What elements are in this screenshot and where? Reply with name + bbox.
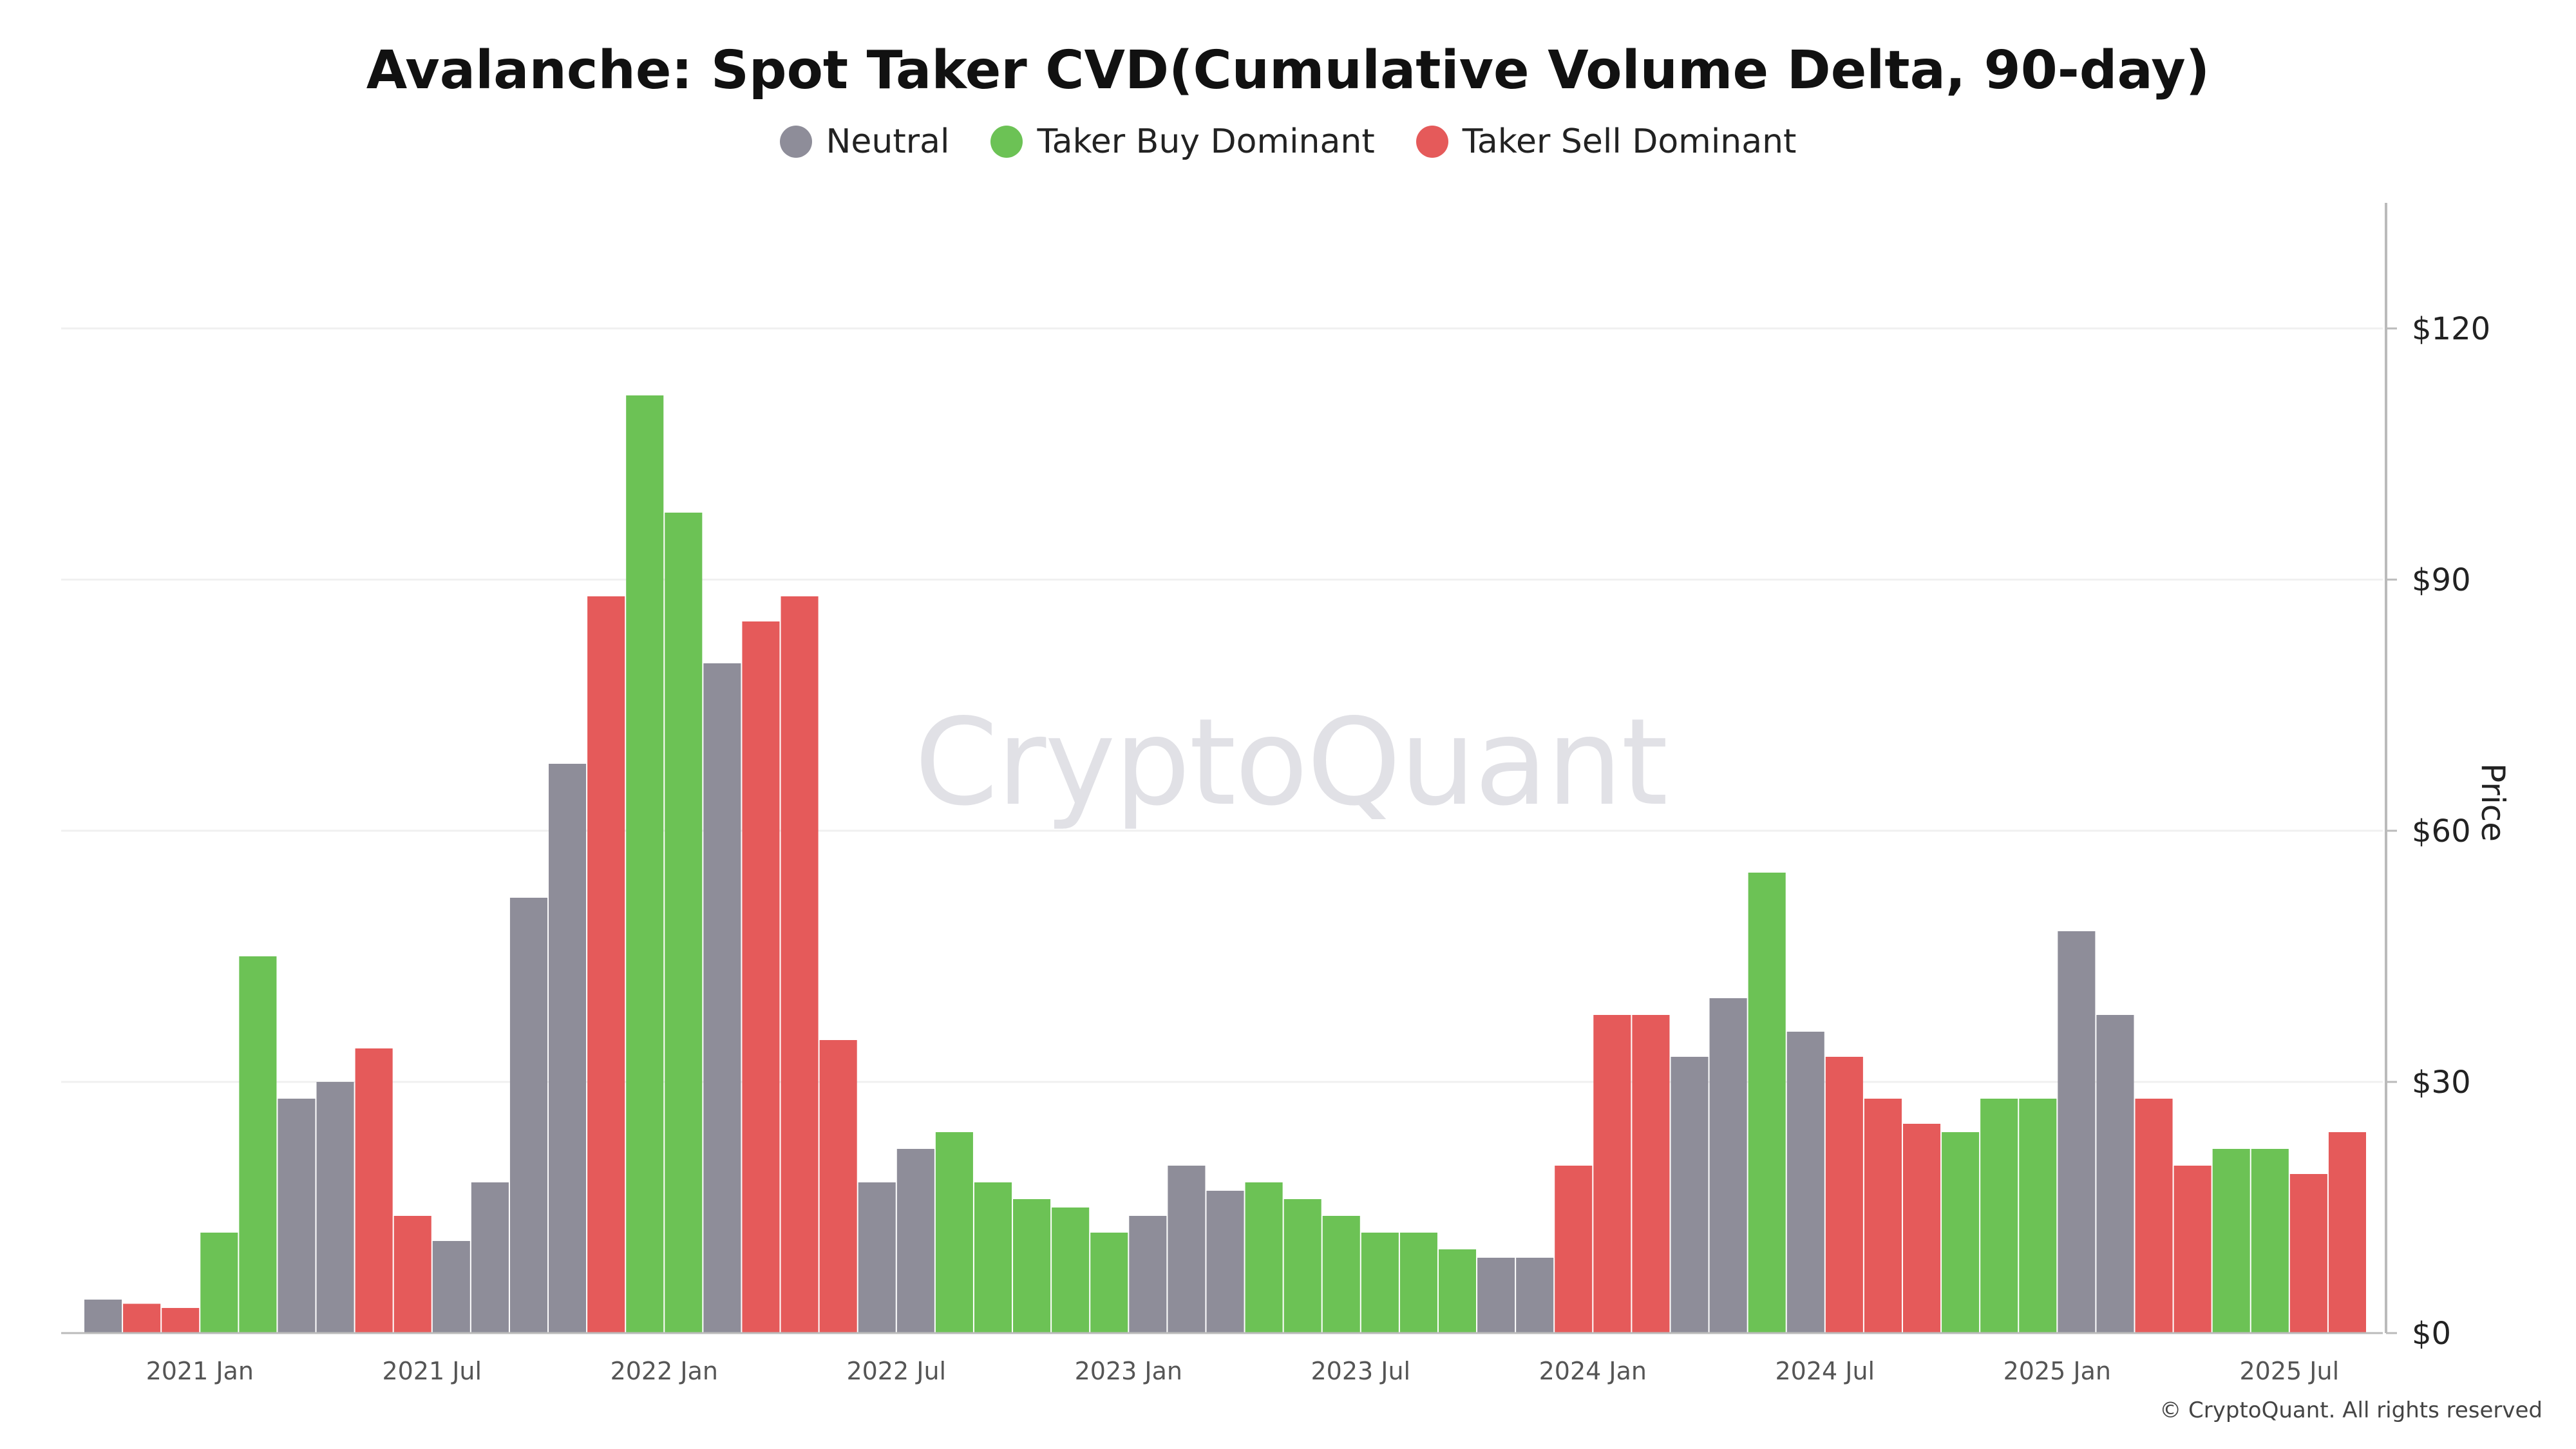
- copyright-text: © CryptoQuant. All rights reserved: [2159, 1397, 2543, 1423]
- price-bar[interactable]: [2212, 1149, 2250, 1333]
- price-bar[interactable]: [1438, 1249, 1477, 1333]
- x-tick-layer: 2021 Jan 2021 Jul 2022 Jan 2022 Jul 2023 Jan…: [146, 1357, 2340, 1385]
- price-bar[interactable]: [123, 1303, 161, 1334]
- price-bar[interactable]: [2019, 1099, 2057, 1333]
- price-bar[interactable]: [200, 1233, 238, 1333]
- price-bar[interactable]: [1902, 1124, 1941, 1333]
- price-bar[interactable]: [1632, 1015, 1670, 1333]
- price-bar[interactable]: [549, 764, 587, 1333]
- price-bar[interactable]: [1245, 1182, 1283, 1333]
- price-bar[interactable]: [1206, 1191, 1244, 1333]
- price-bar[interactable]: [1825, 1057, 1863, 1333]
- price-bar[interactable]: [1129, 1216, 1167, 1333]
- price-bar[interactable]: [2328, 1132, 2366, 1333]
- price-bar[interactable]: [1399, 1233, 1437, 1333]
- grid-layer: [61, 327, 2383, 1083]
- price-bar[interactable]: [509, 898, 548, 1333]
- price-bar[interactable]: [1748, 873, 1786, 1333]
- x-tick-label: 2024 Jul: [1775, 1357, 1875, 1385]
- x-tick-label: 2024 Jan: [1539, 1357, 1647, 1385]
- price-bar[interactable]: [742, 621, 780, 1333]
- price-bar[interactable]: [1322, 1216, 1360, 1333]
- x-tick-label: 2025 Jan: [2003, 1357, 2111, 1385]
- x-tick-label: 2025 Jul: [2240, 1357, 2340, 1385]
- y-tick-label: $0: [2412, 1316, 2451, 1352]
- bars-layer: [84, 395, 2366, 1333]
- x-tick-label: 2023 Jan: [1075, 1357, 1182, 1385]
- price-bar[interactable]: [665, 513, 703, 1333]
- legend-item-neutral[interactable]: Neutral: [779, 122, 950, 161]
- price-bar[interactable]: [1168, 1166, 1206, 1333]
- y-axis-title: Price: [2474, 763, 2512, 842]
- y-tick-label: $90: [2412, 562, 2471, 598]
- y-tick-label: $120: [2412, 311, 2490, 347]
- price-bar[interactable]: [1709, 998, 1747, 1333]
- legend-item-taker-sell[interactable]: Taker Sell Dominant: [1416, 122, 1797, 161]
- legend-dot-taker-sell: [1416, 126, 1448, 158]
- y-tick-layer: $0 $30 $60 $90 $120: [2386, 311, 2490, 1352]
- price-bar[interactable]: [1671, 1057, 1709, 1333]
- price-bar[interactable]: [1980, 1099, 2018, 1333]
- price-bar[interactable]: [781, 596, 819, 1333]
- x-tick-label: 2022 Jan: [611, 1357, 718, 1385]
- price-bar[interactable]: [1013, 1199, 1051, 1333]
- x-tick-label: 2021 Jul: [382, 1357, 482, 1385]
- y-tick-label: $30: [2412, 1065, 2471, 1101]
- price-bar[interactable]: [1786, 1032, 1824, 1333]
- price-bar[interactable]: [935, 1132, 973, 1333]
- price-bar[interactable]: [1864, 1099, 1902, 1333]
- chart-title: Avalanche: Spot Taker CVD(Cumulative Vol…: [366, 40, 2210, 101]
- price-bar[interactable]: [2058, 931, 2096, 1333]
- price-bar[interactable]: [432, 1241, 470, 1333]
- x-tick-label: 2023 Jul: [1311, 1357, 1410, 1385]
- price-bar[interactable]: [393, 1216, 431, 1333]
- price-bar[interactable]: [1283, 1199, 1321, 1333]
- price-bar[interactable]: [2135, 1099, 2173, 1333]
- price-bar[interactable]: [974, 1182, 1012, 1333]
- x-tick-label: 2022 Jul: [846, 1357, 946, 1385]
- price-bar[interactable]: [896, 1149, 934, 1333]
- x-tick-label: 2021 Jan: [146, 1357, 254, 1385]
- watermark: CryptoQuant: [914, 692, 1668, 832]
- legend-item-taker-buy[interactable]: Taker Buy Dominant: [990, 122, 1375, 161]
- price-bar[interactable]: [2174, 1166, 2211, 1333]
- legend: Neutral Taker Buy Dominant Taker Sell Do…: [0, 122, 2576, 161]
- price-bar[interactable]: [1052, 1208, 1090, 1333]
- price-bar[interactable]: [858, 1182, 896, 1333]
- price-bar[interactable]: [239, 956, 277, 1333]
- price-bar[interactable]: [471, 1182, 509, 1333]
- price-bar[interactable]: [587, 596, 625, 1333]
- price-bar[interactable]: [819, 1040, 857, 1333]
- legend-label-neutral: Neutral: [826, 122, 950, 161]
- price-bar[interactable]: [626, 395, 664, 1333]
- price-bar[interactable]: [1361, 1233, 1399, 1333]
- price-bar[interactable]: [316, 1082, 354, 1333]
- price-bar[interactable]: [2251, 1149, 2289, 1333]
- price-bar[interactable]: [278, 1099, 316, 1333]
- price-bar[interactable]: [1942, 1132, 1980, 1333]
- price-bar[interactable]: [703, 663, 741, 1333]
- price-bar[interactable]: [1555, 1166, 1593, 1333]
- price-bar[interactable]: [1090, 1233, 1128, 1333]
- price-bar[interactable]: [162, 1308, 200, 1333]
- y-tick-label: $60: [2412, 813, 2471, 849]
- price-bar[interactable]: [84, 1300, 122, 1333]
- price-bar[interactable]: [1593, 1015, 1631, 1333]
- legend-label-taker-sell: Taker Sell Dominant: [1462, 122, 1797, 161]
- price-bar[interactable]: [1477, 1258, 1515, 1333]
- price-bar[interactable]: [1516, 1258, 1554, 1333]
- legend-label-taker-buy: Taker Buy Dominant: [1037, 122, 1375, 161]
- legend-dot-neutral: [779, 126, 812, 158]
- price-bar[interactable]: [2289, 1174, 2327, 1333]
- price-bar[interactable]: [2096, 1015, 2134, 1333]
- legend-dot-taker-buy: [990, 126, 1023, 158]
- price-bar[interactable]: [355, 1048, 393, 1333]
